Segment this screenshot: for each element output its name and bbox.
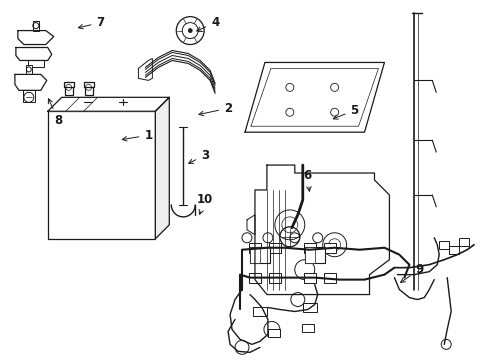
Text: 9: 9: [400, 263, 423, 282]
Bar: [304, 247, 324, 263]
Polygon shape: [244, 62, 384, 132]
Bar: [303, 243, 315, 253]
Text: 5: 5: [333, 104, 358, 119]
Bar: [26, 66, 32, 75]
Text: 10: 10: [197, 193, 213, 214]
Polygon shape: [254, 165, 388, 294]
Bar: [63, 82, 74, 87]
Text: 4: 4: [196, 16, 219, 31]
Polygon shape: [16, 48, 52, 60]
Bar: [23, 90, 35, 102]
Bar: [268, 243, 280, 253]
Bar: [448, 246, 458, 254]
Bar: [84, 85, 92, 95]
Bar: [248, 243, 261, 253]
Text: 2: 2: [199, 102, 232, 116]
Text: 3: 3: [188, 149, 209, 163]
Bar: [249, 247, 269, 263]
Bar: [302, 302, 316, 312]
Bar: [64, 85, 73, 95]
Bar: [268, 273, 280, 283]
Bar: [267, 329, 279, 337]
Text: 1: 1: [122, 129, 152, 142]
Text: 6: 6: [303, 168, 311, 191]
Polygon shape: [18, 31, 54, 45]
Polygon shape: [246, 215, 254, 235]
Bar: [301, 324, 313, 332]
Bar: [33, 21, 39, 31]
Bar: [249, 247, 260, 263]
Polygon shape: [155, 97, 169, 239]
Text: 8: 8: [48, 99, 63, 127]
Polygon shape: [48, 97, 169, 111]
Circle shape: [188, 28, 192, 32]
Bar: [323, 243, 335, 253]
Text: 7: 7: [78, 16, 104, 29]
Bar: [28, 60, 44, 67]
Polygon shape: [15, 75, 47, 90]
Bar: [323, 273, 335, 283]
Bar: [248, 273, 261, 283]
Bar: [304, 247, 314, 263]
Bar: [458, 238, 468, 246]
Polygon shape: [138, 58, 152, 80]
Bar: [252, 306, 266, 316]
Bar: [83, 82, 93, 87]
Bar: [48, 111, 155, 239]
Bar: [303, 273, 315, 283]
Bar: [438, 241, 448, 249]
